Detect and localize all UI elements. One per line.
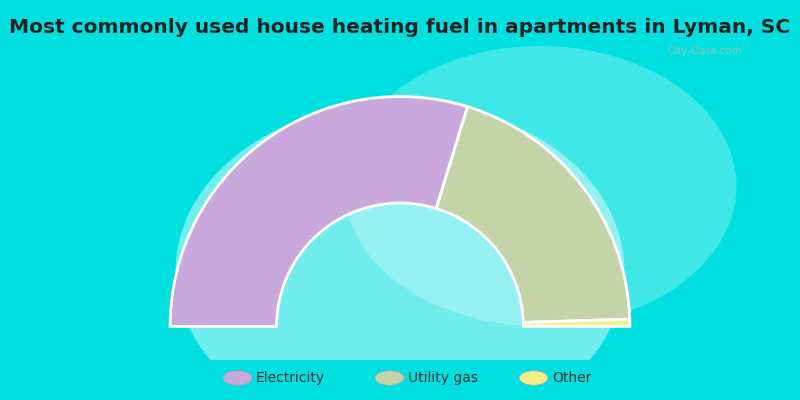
Wedge shape [436,107,630,322]
Text: City-Data.com: City-Data.com [667,46,742,56]
Text: Electricity: Electricity [256,371,325,385]
Text: Other: Other [552,371,591,385]
Wedge shape [170,96,467,326]
Ellipse shape [176,102,624,400]
Wedge shape [523,319,630,326]
Ellipse shape [344,46,737,326]
Text: Most commonly used house heating fuel in apartments in Lyman, SC: Most commonly used house heating fuel in… [10,18,790,37]
Text: Utility gas: Utility gas [408,371,478,385]
